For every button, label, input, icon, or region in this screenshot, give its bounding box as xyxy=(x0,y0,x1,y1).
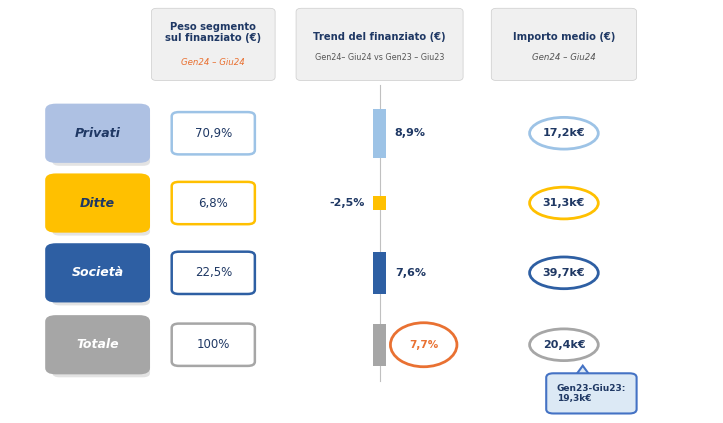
FancyBboxPatch shape xyxy=(172,182,254,224)
Text: Trend del finanziato (€): Trend del finanziato (€) xyxy=(313,32,446,42)
Text: Gen24 – Giu24: Gen24 – Giu24 xyxy=(532,52,596,62)
FancyBboxPatch shape xyxy=(296,8,463,80)
Ellipse shape xyxy=(530,117,599,149)
Text: Ditte: Ditte xyxy=(80,197,115,209)
FancyBboxPatch shape xyxy=(373,324,386,366)
FancyBboxPatch shape xyxy=(46,104,150,163)
Text: 20,4k€: 20,4k€ xyxy=(543,340,585,350)
Text: Gen24– Giu24 vs Gen23 – Giu23: Gen24– Giu24 vs Gen23 – Giu23 xyxy=(315,52,444,62)
Text: -2,5%: -2,5% xyxy=(329,198,364,208)
FancyBboxPatch shape xyxy=(53,250,150,305)
FancyBboxPatch shape xyxy=(547,374,637,414)
Text: Privati: Privati xyxy=(74,127,121,140)
FancyBboxPatch shape xyxy=(172,324,254,366)
Text: 22,5%: 22,5% xyxy=(194,266,232,279)
FancyBboxPatch shape xyxy=(373,252,386,294)
Ellipse shape xyxy=(530,329,599,360)
Text: 7,6%: 7,6% xyxy=(395,268,426,278)
Ellipse shape xyxy=(390,323,457,367)
FancyBboxPatch shape xyxy=(46,243,150,302)
FancyBboxPatch shape xyxy=(53,181,150,236)
FancyBboxPatch shape xyxy=(172,112,254,154)
Text: 6,8%: 6,8% xyxy=(198,197,228,209)
Text: Gen23-Giu23:
19,3k€: Gen23-Giu23: 19,3k€ xyxy=(557,384,626,403)
Text: 31,3k€: 31,3k€ xyxy=(543,198,585,208)
FancyBboxPatch shape xyxy=(46,173,150,233)
Text: Peso segmento
sul finanziato (€): Peso segmento sul finanziato (€) xyxy=(166,22,261,44)
Text: Totale: Totale xyxy=(77,338,119,351)
Ellipse shape xyxy=(530,187,599,219)
FancyBboxPatch shape xyxy=(53,111,150,166)
Text: 7,7%: 7,7% xyxy=(409,340,438,350)
Text: Società: Società xyxy=(72,266,124,279)
FancyBboxPatch shape xyxy=(172,252,254,294)
Ellipse shape xyxy=(530,257,599,289)
FancyBboxPatch shape xyxy=(492,8,637,80)
FancyBboxPatch shape xyxy=(53,322,150,377)
Polygon shape xyxy=(574,365,591,378)
Text: 100%: 100% xyxy=(197,338,230,351)
Text: 8,9%: 8,9% xyxy=(395,128,426,138)
Text: 17,2k€: 17,2k€ xyxy=(543,128,585,138)
FancyBboxPatch shape xyxy=(152,8,275,80)
FancyBboxPatch shape xyxy=(373,196,386,210)
FancyBboxPatch shape xyxy=(373,109,386,158)
Text: 39,7k€: 39,7k€ xyxy=(543,268,585,278)
Text: 70,9%: 70,9% xyxy=(194,127,232,140)
Text: Importo medio (€): Importo medio (€) xyxy=(513,32,615,42)
Text: Gen24 – Giu24: Gen24 – Giu24 xyxy=(181,58,245,67)
FancyBboxPatch shape xyxy=(46,315,150,374)
